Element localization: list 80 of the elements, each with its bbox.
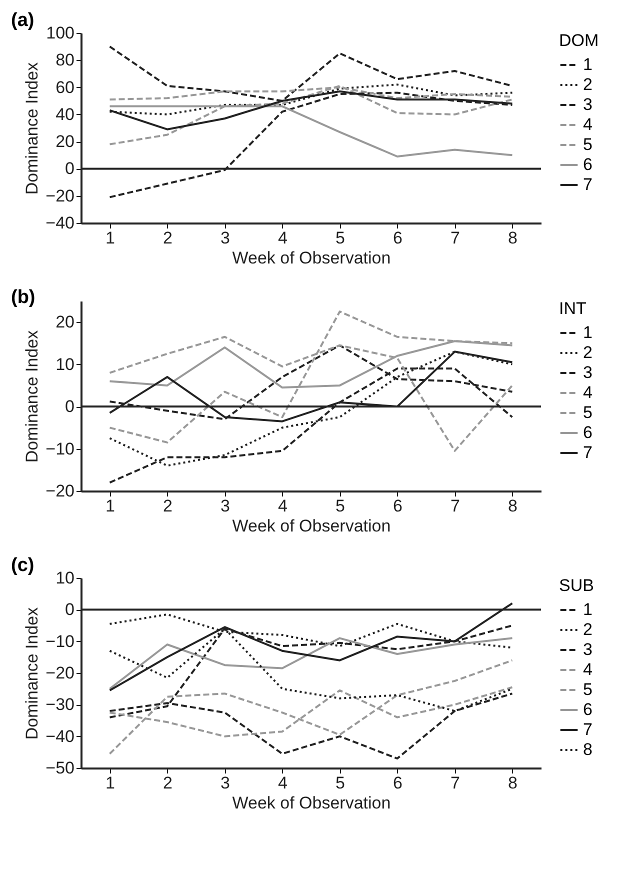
x-tick-label: 4 <box>278 496 288 516</box>
y-tick-label: −20 <box>46 482 74 500</box>
legend-label: 3 <box>583 640 592 659</box>
legend-title: DOM <box>559 31 599 50</box>
chart-title: (a) <box>11 10 34 31</box>
legend-label: 6 <box>583 700 592 719</box>
y-tick-label: −30 <box>46 695 74 714</box>
legend-label: 2 <box>583 343 592 362</box>
y-tick-label: −40 <box>46 726 74 746</box>
legend-label: 6 <box>583 423 592 442</box>
x-tick-label: 3 <box>220 228 230 248</box>
legend-label: 2 <box>583 620 592 639</box>
x-tick-label: 4 <box>278 228 288 248</box>
y-tick-label: 0 <box>65 600 74 620</box>
legend-label: 4 <box>583 383 592 402</box>
chart-title: (c) <box>11 555 34 576</box>
legend-label: 5 <box>583 403 592 422</box>
y-tick-label: 60 <box>56 78 74 97</box>
x-tick-label: 7 <box>450 496 460 516</box>
x-tick-label: 4 <box>278 774 288 792</box>
y-tick-label: −40 <box>46 214 74 232</box>
legend-label: 1 <box>583 323 592 342</box>
y-axis-title: Dominance Index <box>22 330 42 463</box>
x-tick-label: 7 <box>450 228 460 248</box>
x-tick-label: 2 <box>163 496 172 516</box>
x-tick-label: 6 <box>393 774 402 792</box>
x-tick-label: 3 <box>220 774 230 792</box>
x-tick-label: 1 <box>106 228 115 248</box>
y-tick-label: 80 <box>56 50 74 70</box>
y-tick-label: 40 <box>56 104 74 124</box>
legend-label: 4 <box>583 660 592 679</box>
chart-title: (b) <box>11 287 36 308</box>
legend-title: INT <box>559 299 586 318</box>
legend-label: 7 <box>583 720 592 739</box>
y-tick-label: −10 <box>46 632 74 651</box>
x-tick-label: 6 <box>393 496 402 516</box>
y-tick-label: −20 <box>46 664 74 682</box>
line-series <box>108 659 514 755</box>
x-tick-label: 8 <box>508 774 518 792</box>
x-tick-label: 6 <box>393 228 402 248</box>
x-tick-label: 7 <box>450 774 460 792</box>
legend-label: 6 <box>583 155 592 174</box>
x-tick-label: 5 <box>336 496 345 516</box>
legend-label: 5 <box>583 680 592 699</box>
y-tick-label: 0 <box>65 159 74 178</box>
legend-label: 4 <box>583 115 592 134</box>
x-tick-label: 2 <box>163 228 172 248</box>
y-tick-label: 20 <box>56 312 74 332</box>
legend-label: 8 <box>583 740 592 759</box>
x-tick-label: 3 <box>220 496 230 516</box>
legend-label: 3 <box>583 95 592 114</box>
x-tick-label: 5 <box>336 774 345 792</box>
y-tick-label: 10 <box>56 568 74 588</box>
x-tick-label: 1 <box>106 496 115 516</box>
x-tick-label: 8 <box>508 228 518 248</box>
legend-title: SUB <box>559 576 594 595</box>
x-tick-label: 1 <box>106 774 115 792</box>
y-axis-title: Dominance Index <box>22 62 42 195</box>
x-axis-title: Week of Observation <box>232 516 391 536</box>
y-tick-label: 0 <box>65 397 74 416</box>
y-tick-label: −50 <box>46 758 74 778</box>
x-axis-title: Week of Observation <box>232 794 391 812</box>
legend-label: 7 <box>583 443 592 462</box>
legend-label: 1 <box>583 55 592 74</box>
line-series <box>108 637 514 690</box>
legend-label: 2 <box>583 75 592 94</box>
legend-label: 7 <box>583 175 592 194</box>
x-axis-title: Week of Observation <box>232 248 391 268</box>
y-axis-title: Dominance Index <box>22 606 42 740</box>
legend-label: 5 <box>583 135 592 154</box>
x-tick-label: 8 <box>508 496 518 516</box>
legend-label: 1 <box>583 600 592 619</box>
y-tick-label: −10 <box>46 439 74 458</box>
x-tick-label: 5 <box>336 228 345 248</box>
y-tick-label: 20 <box>56 132 74 152</box>
y-tick-label: −20 <box>46 186 74 206</box>
y-tick-label: 100 <box>46 24 74 42</box>
x-tick-label: 2 <box>163 774 172 792</box>
legend-label: 3 <box>583 363 592 382</box>
y-tick-label: 10 <box>56 354 74 374</box>
